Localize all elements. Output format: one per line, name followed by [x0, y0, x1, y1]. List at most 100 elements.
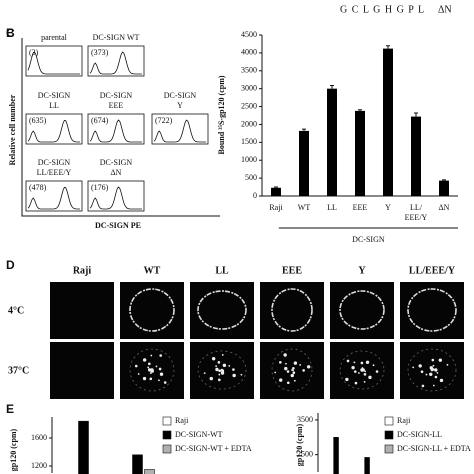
- legend-label: DC-SIGN-LL: [397, 430, 442, 439]
- speckle: [149, 372, 152, 375]
- speckle: [353, 361, 356, 364]
- speckle: [221, 369, 225, 373]
- bar: [132, 454, 143, 474]
- histogram-curve: [27, 186, 80, 210]
- speckle: [240, 373, 243, 376]
- bar: [364, 457, 370, 474]
- speckle: [159, 372, 164, 376]
- speckle: [418, 364, 422, 368]
- speckle: [353, 370, 357, 373]
- mfi-label: (3): [29, 48, 39, 57]
- bar: [78, 420, 89, 474]
- panel-label: B: [6, 26, 15, 40]
- mfi-label: (722): [155, 116, 173, 125]
- speckle: [365, 360, 370, 365]
- bar: [327, 88, 337, 196]
- speckle: [351, 365, 355, 370]
- speckle: [142, 376, 147, 381]
- column-header: LL: [215, 265, 229, 276]
- speckle: [158, 367, 162, 371]
- mfi-label: (478): [29, 183, 47, 192]
- speckle: [134, 364, 138, 368]
- speckle: [137, 373, 140, 375]
- column-header: Raji: [73, 265, 92, 276]
- legend-swatch: [162, 416, 172, 426]
- speckle: [158, 379, 160, 382]
- speckle: [279, 378, 283, 382]
- x-tick-label: WT: [298, 203, 311, 212]
- speckle: [434, 368, 438, 372]
- speckle: [147, 366, 150, 369]
- speckle: [432, 364, 435, 367]
- speckle: [299, 364, 302, 366]
- speckle: [142, 358, 147, 362]
- bar: [144, 469, 155, 474]
- speckle: [372, 364, 375, 367]
- x-tick-label: EEE/Y: [405, 213, 428, 222]
- bar: [383, 48, 393, 197]
- panel-label: D: [6, 258, 15, 272]
- legend-swatch: [384, 444, 394, 454]
- speckle: [293, 361, 298, 365]
- cell-ring: [129, 348, 175, 392]
- error-bar: [330, 84, 334, 89]
- speckle: [431, 358, 435, 362]
- micrograph: [400, 282, 464, 339]
- column-header: EEE: [282, 265, 302, 276]
- cell-ring: [407, 348, 457, 392]
- row-header: 37°C: [8, 365, 29, 376]
- legend-label: DC-SIGN-WT: [175, 430, 223, 439]
- bar: [439, 180, 449, 196]
- plot-box: [25, 180, 83, 212]
- speckle: [150, 369, 154, 373]
- speckle: [432, 384, 435, 387]
- cell-ring: [129, 288, 175, 332]
- speckle: [346, 359, 350, 363]
- speckle: [148, 362, 151, 366]
- speckle: [375, 370, 379, 373]
- speckle: [354, 381, 358, 385]
- plot-title: ΔN: [111, 168, 122, 177]
- histogram-curve: [89, 119, 142, 143]
- plot-box: [87, 180, 145, 212]
- panel-label: C: [6, 26, 15, 40]
- y-tick-label: 3500: [297, 415, 313, 424]
- speckle: [431, 368, 435, 371]
- plot-title: DC-SIGN: [164, 91, 197, 100]
- micrograph: [190, 282, 254, 339]
- speckle: [292, 369, 294, 372]
- plot-title: DC-SIGN: [100, 158, 133, 167]
- speckle: [360, 361, 364, 365]
- legend-swatch: [162, 444, 172, 454]
- speckle: [436, 372, 439, 374]
- speckle: [203, 372, 206, 375]
- histogram-curve: [27, 51, 80, 75]
- y-tick-label: 1200: [31, 461, 47, 470]
- speckle: [446, 363, 449, 366]
- header-sequence: G C L G H G P L: [340, 4, 425, 15]
- group-label: DC-SIGN: [352, 235, 385, 244]
- y-tick-label: 3500: [241, 66, 257, 75]
- y-tick-label: 0: [253, 191, 257, 200]
- plot-box: [87, 113, 145, 145]
- y-axis-label: Bound ³⁵S-gp120 (cpm): [217, 75, 226, 154]
- speckle: [421, 384, 425, 388]
- legend-swatch: [384, 416, 394, 426]
- speckle: [218, 373, 221, 376]
- y-axis-label: gp120 (cpm): [9, 428, 18, 471]
- plot-title: LL: [49, 101, 59, 110]
- speckle: [429, 372, 433, 377]
- plot-title: DC-SIGN: [38, 158, 71, 167]
- speckle: [364, 370, 367, 373]
- y-tick-label: 2500: [241, 101, 257, 110]
- bar: [299, 130, 309, 196]
- plot-title: EEE: [109, 101, 124, 110]
- speckle: [425, 373, 428, 376]
- speckle: [420, 370, 424, 373]
- speckle: [159, 354, 162, 357]
- cell-ring: [271, 348, 313, 392]
- speckle: [306, 365, 311, 369]
- cell-ring: [197, 290, 247, 330]
- plot-box: [25, 113, 83, 145]
